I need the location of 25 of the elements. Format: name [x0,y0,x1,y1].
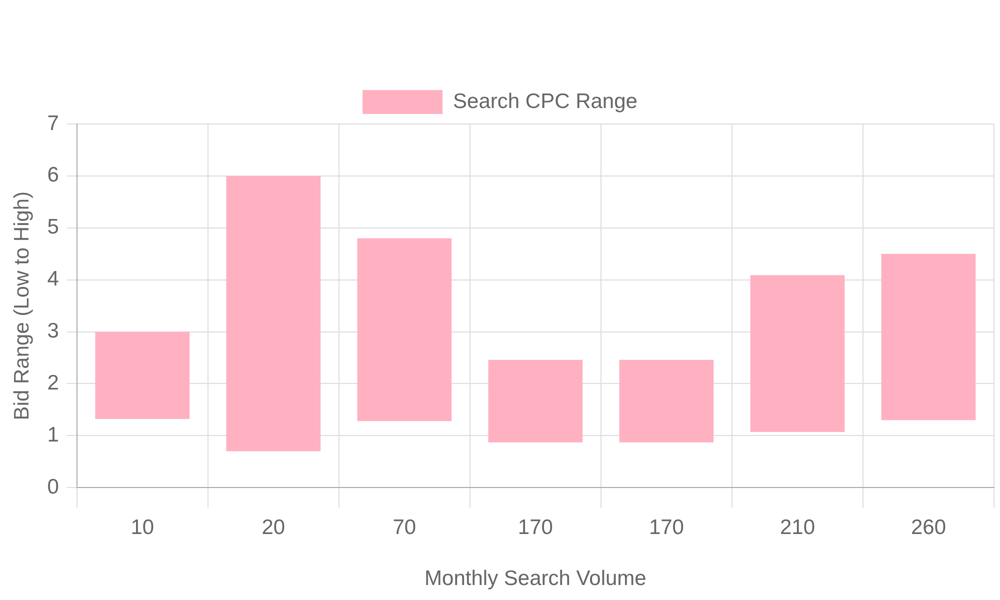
x-tick-label: 10 [130,516,154,539]
bar [226,176,321,452]
y-tick-label: 5 [47,216,59,239]
legend-label: Search CPC Range [453,90,638,113]
bar [619,360,714,442]
x-tick-label: 70 [392,516,416,539]
y-tick-label: 4 [47,268,60,291]
y-tick-label: 7 [47,112,59,135]
y-axis-title: Bid Range (Low to High) [10,191,34,420]
bar [95,332,190,420]
y-tick-label: 3 [47,320,59,343]
bar [881,254,976,420]
bar [357,238,452,422]
x-tick-label: 20 [262,516,286,539]
x-tick-label: 210 [780,516,815,539]
y-tick-label: 6 [47,164,59,187]
x-tick-label: 170 [648,516,684,539]
y-tick-label: 0 [47,475,59,498]
y-tick-label: 2 [47,372,59,395]
x-tick-label: 260 [910,516,946,539]
x-tick-label: 170 [518,516,553,539]
x-axis-title: Monthly Search Volume [424,567,646,590]
bar [750,275,845,432]
y-tick-label: 1 [47,423,59,446]
bar [488,360,583,442]
